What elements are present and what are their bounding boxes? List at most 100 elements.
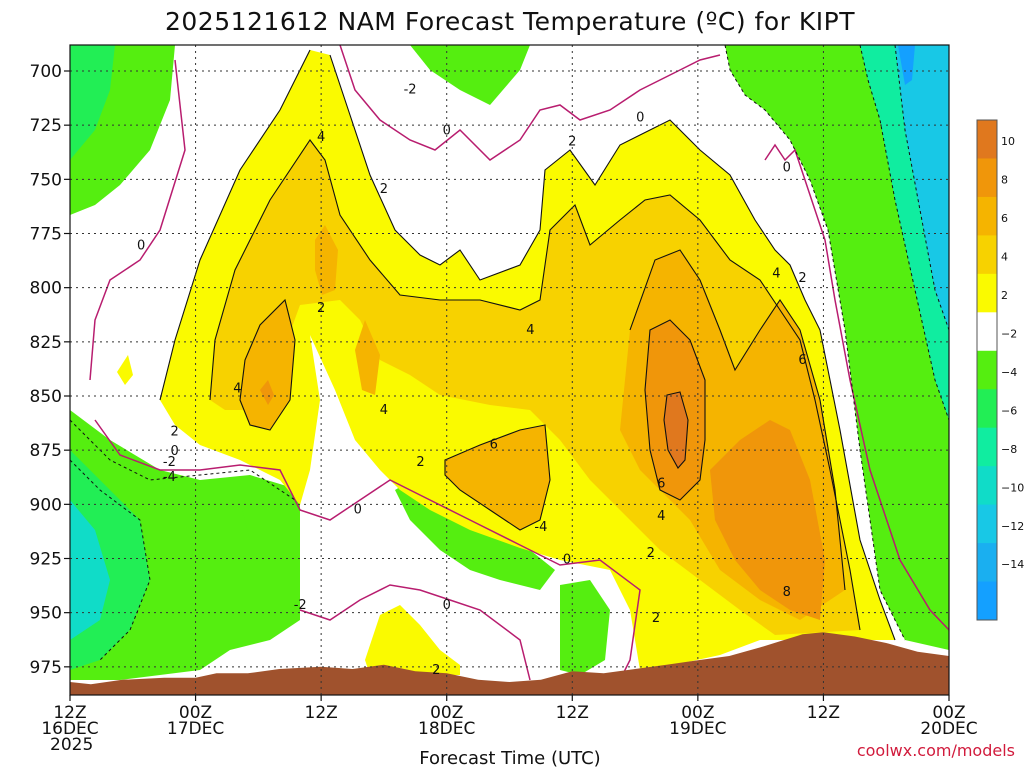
x-tick-label: 00Z: [932, 703, 965, 723]
warm-region-6c-mid: [355, 320, 380, 395]
isotherm-0c-bottom: [299, 584, 531, 681]
contour-label: 2: [647, 546, 655, 561]
contour-label: 4: [526, 323, 534, 338]
warm-region-6c-upper: [315, 225, 338, 295]
contour-label: 0: [137, 238, 145, 253]
contour-label: 0: [354, 503, 362, 518]
colorbar-swatch: [977, 273, 997, 313]
contour-neg4c: [70, 45, 949, 661]
y-tick-label: 725: [30, 116, 62, 136]
colorbar-swatch: [977, 235, 997, 275]
contour-label: 2: [380, 182, 388, 197]
contour-neg: [70, 45, 949, 661]
y-tick-label: 775: [30, 225, 62, 245]
contour-label: 0: [563, 553, 571, 568]
contour-label: 0: [636, 111, 644, 126]
x-tick-label: 2025: [50, 735, 93, 755]
x-tick-label: 12Z: [556, 703, 589, 723]
y-tick-label: 850: [30, 387, 62, 407]
warm-region-2c-lower: [365, 605, 460, 675]
x-tick-label: 00Z: [430, 703, 463, 723]
contour-label: 8: [783, 585, 791, 600]
contour-label: 2: [416, 455, 424, 470]
cold-region-right: [725, 45, 949, 650]
contour-6c-center: [444, 424, 551, 531]
warm-region-2c-blob: [117, 355, 133, 385]
x-tick-label: 18DEC: [418, 719, 475, 739]
isotherm-0c-right: [764, 143, 949, 631]
contour-label: -4: [534, 520, 547, 535]
colorbar-label: 4: [1001, 251, 1008, 264]
isotherm-0c-main: [89, 45, 721, 381]
y-tick-label: 825: [30, 333, 62, 353]
contour-label: 6: [490, 438, 498, 453]
warm-region-8c-left: [260, 380, 274, 405]
contour-6c-left: [239, 298, 296, 431]
colorbar-label: 10: [1001, 135, 1015, 148]
contour-label: 6: [798, 353, 806, 368]
y-tick-label: 900: [30, 495, 62, 515]
colorbar-label: 2: [1001, 289, 1008, 302]
colorbar-label: −8: [1001, 443, 1017, 456]
x-axis-label: Forecast Time (UTC): [419, 748, 600, 768]
contour-label: 2: [798, 271, 806, 286]
colorbar-swatch: [977, 196, 997, 236]
x-tick-label: 00Z: [179, 703, 212, 723]
colorbar-label: 6: [1001, 212, 1008, 225]
contour-label: 4: [772, 267, 780, 282]
contours: [159, 49, 896, 641]
contour-2c: [159, 49, 896, 641]
colorbar-label: −10: [1001, 481, 1024, 494]
y-tick-label: 700: [30, 62, 62, 82]
zero-isotherm: [89, 45, 949, 681]
colorbar-swatch: [977, 120, 997, 159]
colorbar-swatch: [977, 581, 997, 621]
contour-6c: [629, 249, 846, 591]
colorbar-swatch: [977, 543, 997, 583]
cold-region-left-bottom-cyan: [70, 500, 110, 640]
cold-region-left-top-deep: [70, 45, 115, 160]
contour-neg2c: [70, 45, 906, 641]
x-tick-label: 19DEC: [669, 719, 726, 739]
colorbar-label: 8: [1001, 174, 1008, 187]
cold-region-spot-left: [215, 500, 250, 570]
colorbar-swatch: [977, 466, 997, 506]
y-tick-label: 800: [30, 279, 62, 299]
contour-label: 4: [233, 381, 241, 396]
cold-region-top-center: [410, 45, 530, 105]
y-tick-label: 875: [30, 441, 62, 461]
y-tick-label: 950: [30, 604, 62, 624]
colorbar-swatch: [977, 504, 997, 544]
colorbar-label: −6: [1001, 404, 1017, 417]
contour-label: 6: [657, 477, 665, 492]
contour-label: 0: [171, 444, 179, 459]
colorbar-swatch: [977, 312, 997, 352]
contour-label: 2: [171, 425, 179, 440]
contour-label: 2: [317, 301, 325, 316]
colorbar-swatch: [977, 427, 997, 467]
colorbar-swatch: [977, 389, 997, 429]
warm-region-6c: [240, 300, 295, 430]
colorbar-label: −4: [1001, 366, 1017, 379]
contour-label: 4: [317, 130, 325, 145]
cold-region-right-cyan: [895, 45, 949, 330]
contour-label: 0: [783, 160, 791, 175]
warm-region-6c-center: [445, 425, 550, 530]
contour-label: 4: [657, 509, 665, 524]
contour-label: 2: [432, 663, 440, 678]
x-tick-label: 20DEC: [920, 719, 977, 739]
contour-label: 0: [443, 598, 451, 613]
contour-8c: [644, 319, 706, 501]
contour-label: 2: [652, 611, 660, 626]
y-tick-label: 750: [30, 170, 62, 190]
contour-4c: [209, 139, 861, 631]
contour-10c: [663, 391, 689, 469]
colorbar: 10 8 6 4 2 −2 −4 −6 −8 −10 −12 −14: [976, 119, 1024, 621]
colorbar-swatch: [977, 158, 997, 198]
contour-label: -2: [294, 598, 307, 613]
x-tick-label: 12Z: [305, 703, 338, 723]
credit-text: coolwx.com/models: [857, 741, 1015, 760]
colorbar-label: −14: [1001, 558, 1024, 571]
